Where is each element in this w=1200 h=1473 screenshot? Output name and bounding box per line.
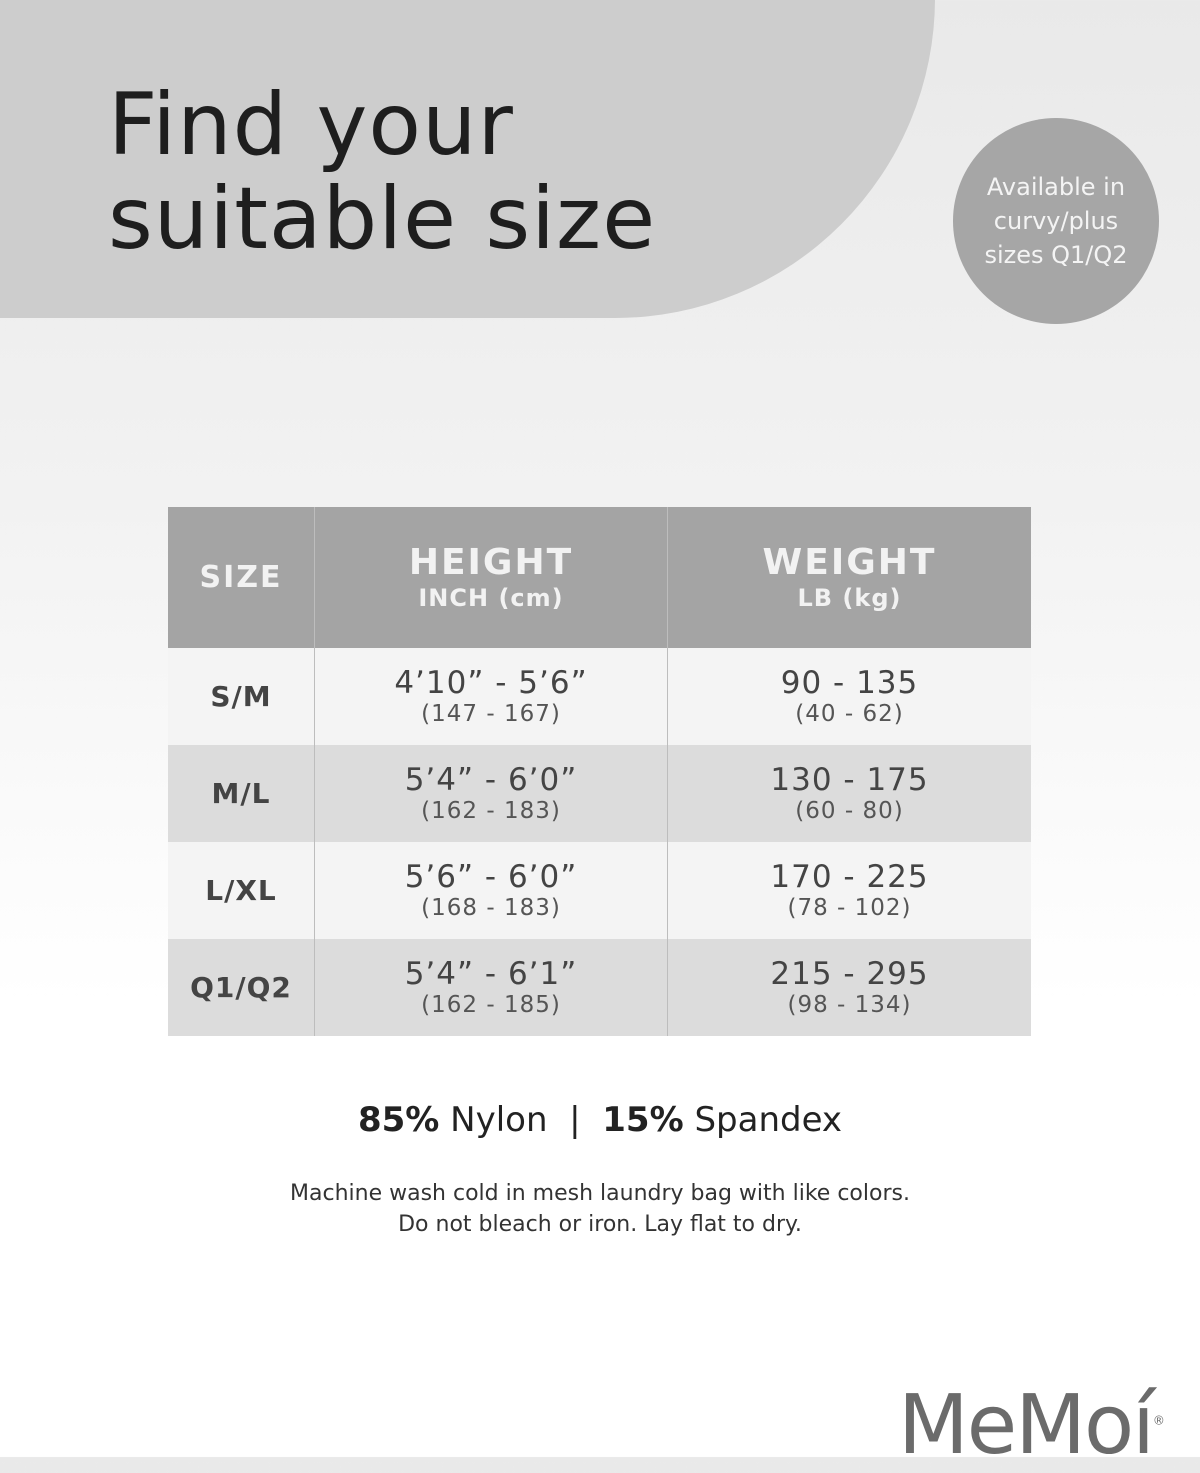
weight-kg: (60 - 80) xyxy=(795,797,904,824)
weight-lb: 90 - 135 xyxy=(780,664,919,701)
height-cm: (147 - 167) xyxy=(421,700,561,727)
weight-kg: (40 - 62) xyxy=(795,700,904,727)
weight-cell: 130 - 175 (60 - 80) xyxy=(667,745,1031,842)
badge-line: sizes Q1/Q2 xyxy=(984,241,1128,269)
size-cell: Q1/Q2 xyxy=(168,939,315,1036)
nylon-label: Nylon xyxy=(450,1100,548,1140)
height-cm: (168 - 183) xyxy=(421,894,561,921)
table-header: SIZE HEIGHT INCH (cm) WEIGHT LB (kg) xyxy=(168,507,1031,648)
size-cell: S/M xyxy=(168,648,315,745)
registered-mark: ® xyxy=(1152,1413,1165,1428)
header-unit: LB (kg) xyxy=(797,583,902,612)
size-cell: L/XL xyxy=(168,842,315,939)
logo-text: MeMoí xyxy=(898,1378,1155,1473)
height-cell: 5’6” - 6’0” (168 - 183) xyxy=(314,842,668,939)
page-title: Find your suitable size xyxy=(108,78,656,266)
plus-size-badge: Available in curvy/plus sizes Q1/Q2 xyxy=(953,118,1159,324)
column-header-weight: WEIGHT LB (kg) xyxy=(667,507,1031,648)
size-chart-table: SIZE HEIGHT INCH (cm) WEIGHT LB (kg) S/M… xyxy=(168,507,1031,1036)
size-cell: M/L xyxy=(168,745,315,842)
height-inches: 5’6” - 6’0” xyxy=(404,858,578,895)
table-row: S/M 4’10” - 5’6” (147 - 167) 90 - 135 (40 - … xyxy=(168,648,1031,745)
height-cell: 5’4” - 6’1” (162 - 185) xyxy=(314,939,668,1036)
weight-cell: 90 - 135 (40 - 62) xyxy=(667,648,1031,745)
weight-kg: (98 - 134) xyxy=(787,991,912,1018)
separator: | xyxy=(569,1100,581,1140)
title-line: Find your xyxy=(108,75,514,175)
header-label: WEIGHT xyxy=(762,541,937,583)
weight-lb: 130 - 175 xyxy=(770,761,929,798)
fabric-composition: 85% Nylon | 15% Spandex xyxy=(0,1100,1200,1140)
header-label: HEIGHT xyxy=(408,541,574,583)
badge-line: Available in xyxy=(986,173,1126,201)
title-line: suitable size xyxy=(108,169,657,269)
table-row: Q1/Q2 5’4” - 6’1” (162 - 185) 215 - 295 (98 … xyxy=(168,939,1031,1036)
brand-logo: MeMoí® xyxy=(898,1378,1165,1473)
care-line: Machine wash cold in mesh laundry bag wi… xyxy=(290,1181,910,1206)
height-cell: 4’10” - 5’6” (147 - 167) xyxy=(314,648,668,745)
column-header-height: HEIGHT INCH (cm) xyxy=(314,507,668,648)
weight-cell: 170 - 225 (78 - 102) xyxy=(667,842,1031,939)
weight-kg: (78 - 102) xyxy=(787,894,912,921)
height-inches: 5’4” - 6’0” xyxy=(404,761,578,798)
spandex-label: Spandex xyxy=(694,1100,843,1140)
care-line: Do not bleach or iron. Lay flat to dry. xyxy=(398,1212,802,1237)
spandex-percent: 15% xyxy=(602,1100,684,1140)
height-cell: 5’4” - 6’0” (162 - 183) xyxy=(314,745,668,842)
column-header-size: SIZE xyxy=(168,507,315,648)
height-cm: (162 - 183) xyxy=(421,797,561,824)
nylon-percent: 85% xyxy=(357,1100,440,1140)
weight-cell: 215 - 295 (98 - 134) xyxy=(667,939,1031,1036)
height-cm: (162 - 185) xyxy=(421,991,561,1018)
height-inches: 5’4” - 6’1” xyxy=(404,955,578,992)
weight-lb: 170 - 225 xyxy=(770,858,929,895)
height-inches: 4’10” - 5’6” xyxy=(394,664,588,701)
table-row: M/L 5’4” - 6’0” (162 - 183) 130 - 175 (60 - … xyxy=(168,745,1031,842)
weight-lb: 215 - 295 xyxy=(770,955,929,992)
badge-line: curvy/plus xyxy=(993,207,1119,235)
header-shape xyxy=(0,0,935,318)
table-row: L/XL 5’6” - 6’0” (168 - 183) 170 - 225 (78 -… xyxy=(168,842,1031,939)
care-instructions: Machine wash cold in mesh laundry bag wi… xyxy=(0,1178,1200,1240)
header-unit: INCH (cm) xyxy=(418,583,564,612)
